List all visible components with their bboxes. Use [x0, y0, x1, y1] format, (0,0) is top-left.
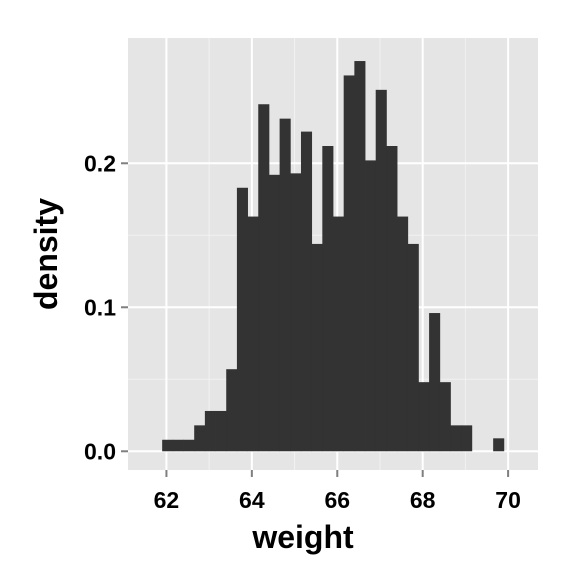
- histogram-bar: [375, 89, 387, 452]
- x-tick-label: 62: [154, 487, 180, 513]
- histogram-bar: [226, 369, 238, 452]
- histogram-bar: [204, 410, 216, 452]
- histogram-bar: [439, 382, 451, 452]
- x-axis-ticks: 62 64 66 68 70: [154, 470, 521, 513]
- histogram-bar: [407, 243, 419, 452]
- histogram-bar: [333, 216, 345, 452]
- histogram-bar: [311, 243, 323, 452]
- histogram-bar: [279, 118, 291, 452]
- y-tick-label: 0.1: [84, 294, 116, 320]
- y-axis-title: density: [28, 198, 64, 310]
- histogram-bars: [162, 61, 505, 452]
- histogram-bar: [162, 439, 174, 452]
- histogram-bar: [300, 131, 313, 452]
- histogram-bar: [258, 104, 270, 452]
- histogram-bar: [247, 216, 259, 452]
- histogram-bar: [343, 75, 355, 452]
- histogram-bar: [429, 313, 441, 452]
- x-axis-title: weight: [251, 519, 354, 555]
- histogram-bar: [365, 160, 377, 452]
- histogram-bar: [461, 425, 473, 452]
- histogram-bar: [450, 425, 462, 452]
- x-tick-label: 70: [495, 487, 521, 513]
- histogram-bar: [268, 174, 281, 452]
- y-tick-label: 0.2: [84, 150, 116, 176]
- histogram-bar: [236, 187, 248, 452]
- histogram-bar: [386, 146, 398, 452]
- histogram-bar: [183, 439, 195, 452]
- histogram-bar: [418, 382, 430, 452]
- histogram-bar: [493, 438, 505, 452]
- y-tick-label: 0.0: [84, 438, 116, 464]
- histogram-bar: [290, 173, 302, 452]
- histogram-bar: [215, 410, 227, 452]
- histogram-bar: [397, 216, 409, 452]
- y-axis-ticks: 0.0 0.1 0.2: [84, 150, 128, 464]
- histogram-bar: [354, 61, 366, 452]
- x-tick-label: 64: [239, 487, 265, 513]
- histogram-bar: [172, 439, 184, 452]
- x-tick-label: 68: [410, 487, 436, 513]
- histogram-bar: [194, 425, 206, 452]
- x-tick-label: 66: [324, 487, 350, 513]
- histogram-bar: [322, 146, 334, 452]
